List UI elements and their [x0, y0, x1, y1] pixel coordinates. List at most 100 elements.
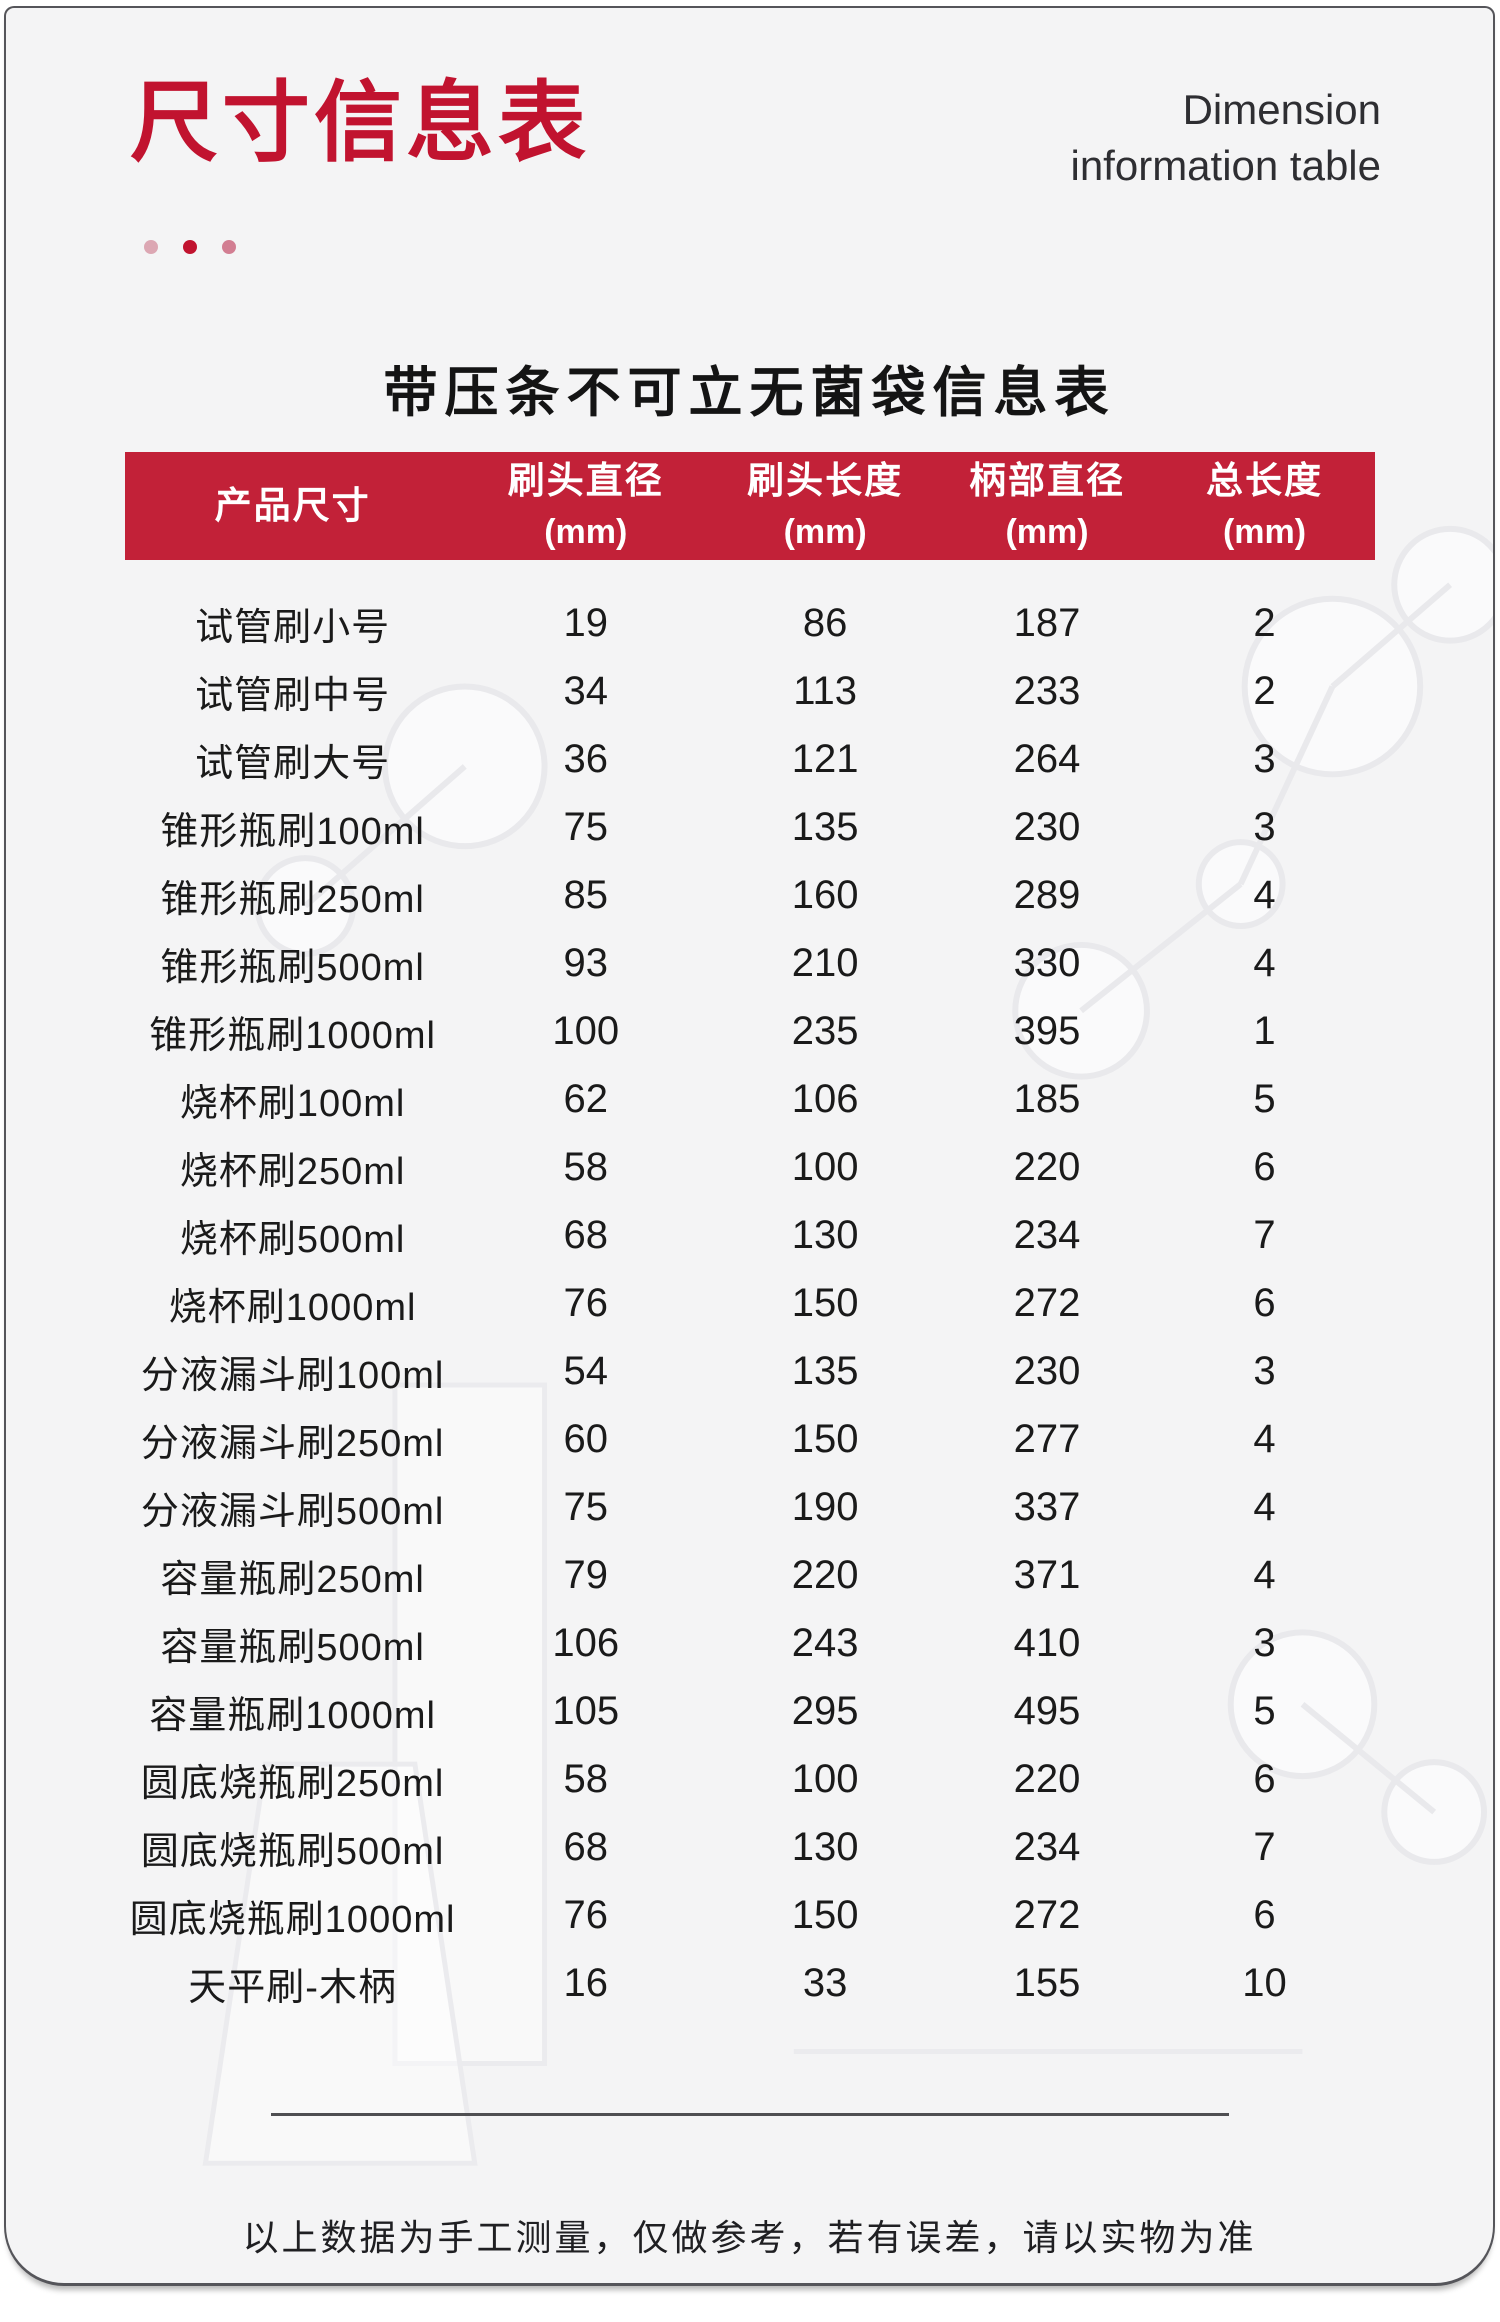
cell-total-length: 4	[1253, 941, 1276, 986]
cell-head-diameter: 79	[563, 1553, 609, 1598]
cell-product-name: 容量瓶刷1000ml	[149, 1695, 436, 1738]
cell-product-name: 锥形瓶刷1000ml	[149, 1015, 436, 1058]
cell-total-length: 3	[1253, 1621, 1276, 1666]
table-row: 烧杯刷500ml 68 130 234 7	[125, 1202, 1375, 1270]
cell-product-name: 锥形瓶刷100ml	[160, 811, 425, 854]
table-row: 试管刷中号 34 113 233 2	[125, 658, 1375, 726]
table-row: 锥形瓶刷500ml 93 210 330 4	[125, 930, 1375, 998]
header-cell-head-diameter: 刷头直径 (mm)	[507, 460, 664, 551]
cell-handle-diameter: 220	[1013, 1145, 1081, 1190]
dot-icon	[183, 239, 197, 254]
cell-head-length: 190	[791, 1485, 859, 1530]
cell-product-name: 分液漏斗刷100ml	[140, 1355, 445, 1398]
table-row: 试管刷小号 19 86 187 2	[125, 590, 1375, 658]
cell-handle-diameter: 187	[1013, 601, 1081, 646]
table-row: 天平刷-木柄 16 33 155 10	[125, 1950, 1375, 2018]
cell-head-diameter: 62	[563, 1077, 609, 1122]
cell-product-name: 圆底烧瓶刷500ml	[140, 1831, 445, 1874]
cell-head-diameter: 76	[563, 1893, 609, 1938]
table-body: 试管刷小号 19 86 187 2 试管刷中号 34 113 233 2 试管刷…	[125, 560, 1375, 2018]
cell-head-length: 295	[791, 1689, 859, 1734]
cell-handle-diameter: 230	[1013, 805, 1081, 850]
cell-total-length: 4	[1253, 1553, 1276, 1598]
cell-head-diameter: 58	[563, 1145, 609, 1190]
cell-head-length: 106	[791, 1077, 859, 1122]
cell-head-length: 100	[791, 1145, 859, 1190]
cell-product-name: 锥形瓶刷500ml	[160, 947, 425, 990]
cell-head-length: 210	[791, 941, 859, 986]
cell-head-diameter: 16	[563, 1961, 609, 2006]
cell-total-length: 6	[1253, 1145, 1276, 1190]
cell-head-length: 150	[791, 1893, 859, 1938]
cell-product-name: 烧杯刷1000ml	[168, 1287, 417, 1330]
cell-product-name: 烧杯刷250ml	[179, 1151, 406, 1194]
cell-handle-diameter: 272	[1013, 1893, 1081, 1938]
cell-head-diameter: 100	[552, 1009, 620, 1054]
page-title: 尺寸信息表	[130, 73, 591, 172]
cell-head-length: 243	[791, 1621, 859, 1666]
cell-handle-diameter: 264	[1013, 737, 1081, 782]
cell-total-length: 10	[1242, 1961, 1287, 2006]
header-cell-total-length: 总长度 (mm)	[1206, 460, 1323, 551]
cell-total-length: 3	[1253, 737, 1276, 782]
cell-head-diameter: 60	[563, 1417, 609, 1462]
table-row: 锥形瓶刷1000ml 100 235 395 1	[125, 998, 1375, 1066]
table-row: 容量瓶刷500ml 106 243 410 3	[125, 1610, 1375, 1678]
cell-total-length: 7	[1253, 1213, 1276, 1258]
header-cell-head-length: 刷头长度 (mm)	[747, 460, 904, 551]
cell-head-diameter: 68	[563, 1213, 609, 1258]
cell-handle-diameter: 495	[1013, 1689, 1081, 1734]
cell-head-length: 121	[791, 737, 859, 782]
cell-product-name: 试管刷中号	[195, 675, 391, 718]
cell-head-length: 150	[791, 1417, 859, 1462]
cell-head-diameter: 106	[552, 1621, 620, 1666]
cell-total-length: 2	[1253, 669, 1276, 714]
cell-total-length: 4	[1253, 873, 1276, 918]
header-cell-product-size: 产品尺寸	[214, 484, 371, 526]
cell-head-length: 130	[791, 1213, 859, 1258]
cell-head-length: 135	[791, 1349, 859, 1394]
header-cell-handle-diameter: 柄部直径 (mm)	[969, 460, 1125, 551]
cell-handle-diameter: 337	[1013, 1485, 1081, 1530]
cell-head-diameter: 75	[563, 1485, 609, 1530]
page-title-en-line2: information table	[1070, 141, 1381, 189]
page-title-en: Dimension information table	[1070, 82, 1381, 194]
cell-total-length: 7	[1253, 1825, 1276, 1870]
cell-handle-diameter: 230	[1013, 1349, 1081, 1394]
cell-head-length: 86	[802, 601, 848, 646]
cell-product-name: 分液漏斗刷500ml	[140, 1491, 445, 1534]
cell-total-length: 6	[1253, 1757, 1276, 1802]
cell-head-length: 33	[802, 1961, 848, 2006]
cell-product-name: 容量瓶刷250ml	[160, 1559, 425, 1602]
product-table: 产品尺寸 刷头直径 (mm) 刷头长度 (mm) 柄部直径 (mm) 总长度 (…	[124, 451, 1375, 2018]
cell-total-length: 1	[1253, 1009, 1276, 1054]
cell-handle-diameter: 185	[1013, 1077, 1081, 1122]
cell-head-length: 150	[791, 1281, 859, 1326]
cell-head-diameter: 105	[552, 1689, 620, 1734]
cell-handle-diameter: 234	[1013, 1213, 1081, 1258]
cell-product-name: 试管刷大号	[195, 743, 391, 786]
cell-product-name: 烧杯刷100ml	[179, 1083, 406, 1126]
cell-head-length: 130	[791, 1825, 859, 1870]
cell-product-name: 容量瓶刷500ml	[160, 1627, 425, 1670]
table-row: 锥形瓶刷250ml 85 160 289 4	[125, 862, 1375, 930]
cell-total-length: 3	[1253, 805, 1276, 850]
cell-handle-diameter: 289	[1013, 873, 1081, 918]
cell-head-diameter: 34	[563, 669, 609, 714]
cell-head-diameter: 85	[563, 873, 609, 918]
page-header: 尺寸信息表 Dimension information table	[6, 8, 1493, 194]
cell-head-length: 235	[791, 1009, 859, 1054]
cell-product-name: 圆底烧瓶刷250ml	[140, 1763, 445, 1806]
info-card: 尺寸信息表 Dimension information table 带压条不可立…	[4, 6, 1495, 2286]
table-row: 烧杯刷250ml 58 100 220 6	[125, 1134, 1375, 1202]
cell-handle-diameter: 155	[1013, 1961, 1081, 2006]
cell-handle-diameter: 371	[1013, 1553, 1081, 1598]
table-title: 带压条不可立无菌袋信息表	[383, 362, 1116, 423]
cell-head-length: 113	[793, 669, 858, 714]
cell-head-diameter: 75	[563, 805, 609, 850]
cell-head-diameter: 54	[563, 1349, 609, 1394]
cell-total-length: 5	[1253, 1689, 1276, 1734]
cell-handle-diameter: 233	[1013, 669, 1081, 714]
cell-product-name: 天平刷-木柄	[188, 1967, 397, 2010]
table-row: 分液漏斗刷500ml 75 190 337 4	[125, 1474, 1375, 1542]
